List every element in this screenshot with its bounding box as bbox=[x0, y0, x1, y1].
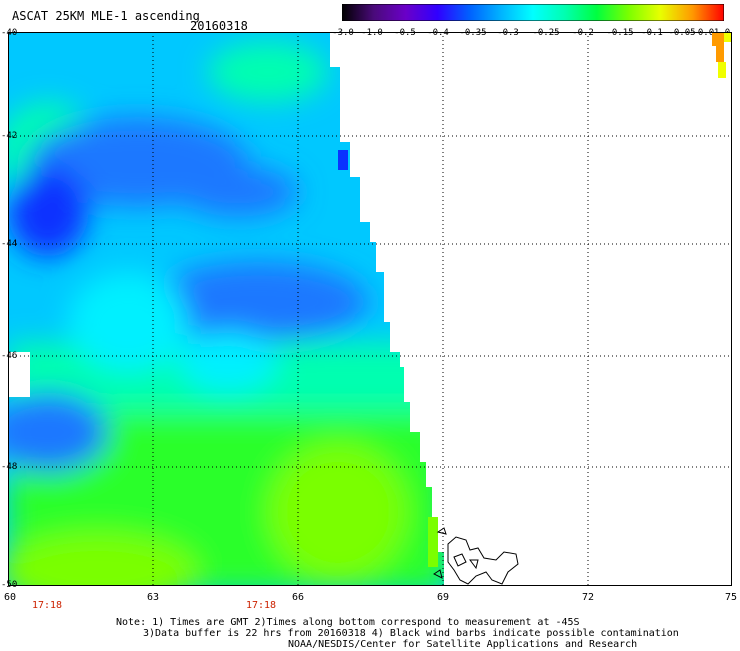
color-scale-bar bbox=[342, 4, 724, 21]
coverage-gap bbox=[8, 352, 30, 397]
western-blue-core bbox=[8, 167, 88, 257]
kerguelen-islands-outline bbox=[433, 527, 519, 585]
lon-tick-label: 66 bbox=[291, 592, 305, 603]
wind-map bbox=[8, 32, 732, 586]
color-scale-gradient bbox=[342, 4, 724, 21]
lon-tick-label: 63 bbox=[146, 592, 160, 603]
lat-tick-label: -42 bbox=[1, 131, 18, 141]
footnote-line-1: Note: 1) Times are GMT 2)Times along bot… bbox=[116, 617, 580, 628]
graticule bbox=[8, 32, 732, 586]
ne-corner-orange-2 bbox=[716, 46, 724, 62]
edge-blue-cell bbox=[338, 150, 348, 170]
edge-lime-cells bbox=[428, 517, 438, 567]
lat-tick-label: -48 bbox=[1, 462, 18, 472]
west-central-cyan bbox=[68, 272, 188, 372]
sw-blue-spot bbox=[8, 392, 108, 472]
central-cyan bbox=[178, 332, 278, 392]
ne-corner-yellow-2 bbox=[724, 32, 732, 42]
lat-tick-label: -50 bbox=[1, 580, 18, 590]
lon-tick-label: 60 bbox=[3, 592, 17, 603]
lon-tick-label: 72 bbox=[581, 592, 595, 603]
product-title: ASCAT 25KM MLE-1 ascending bbox=[12, 9, 200, 23]
central-blue-band bbox=[148, 262, 368, 342]
lon-tick-label: 75 bbox=[724, 592, 738, 603]
wind-swath bbox=[8, 32, 444, 586]
southwest-lime-patch bbox=[8, 532, 198, 586]
lon-tick-label: 69 bbox=[436, 592, 450, 603]
ne-blue-spot bbox=[178, 167, 298, 217]
pass-time-label: 17:18 bbox=[245, 600, 277, 611]
footnote-line-2: 3)Data buffer is 22 hrs from 20160318 4)… bbox=[143, 628, 679, 639]
lat-tick-label: -46 bbox=[1, 351, 18, 361]
lat-tick-label: -40 bbox=[1, 28, 18, 38]
ne-corner-orange bbox=[712, 32, 724, 46]
north-green-patch bbox=[208, 42, 328, 102]
product-date: 20160318 bbox=[190, 19, 248, 33]
footnote-line-3: NOAA/NESDIS/Center for Satellite Applica… bbox=[288, 639, 638, 650]
ne-corner-yellow bbox=[718, 62, 726, 78]
pass-time-label: 17:18 bbox=[31, 600, 63, 611]
map-frame bbox=[8, 32, 732, 586]
lat-tick-label: -44 bbox=[1, 239, 18, 249]
southeast-lime-patch bbox=[268, 442, 408, 582]
